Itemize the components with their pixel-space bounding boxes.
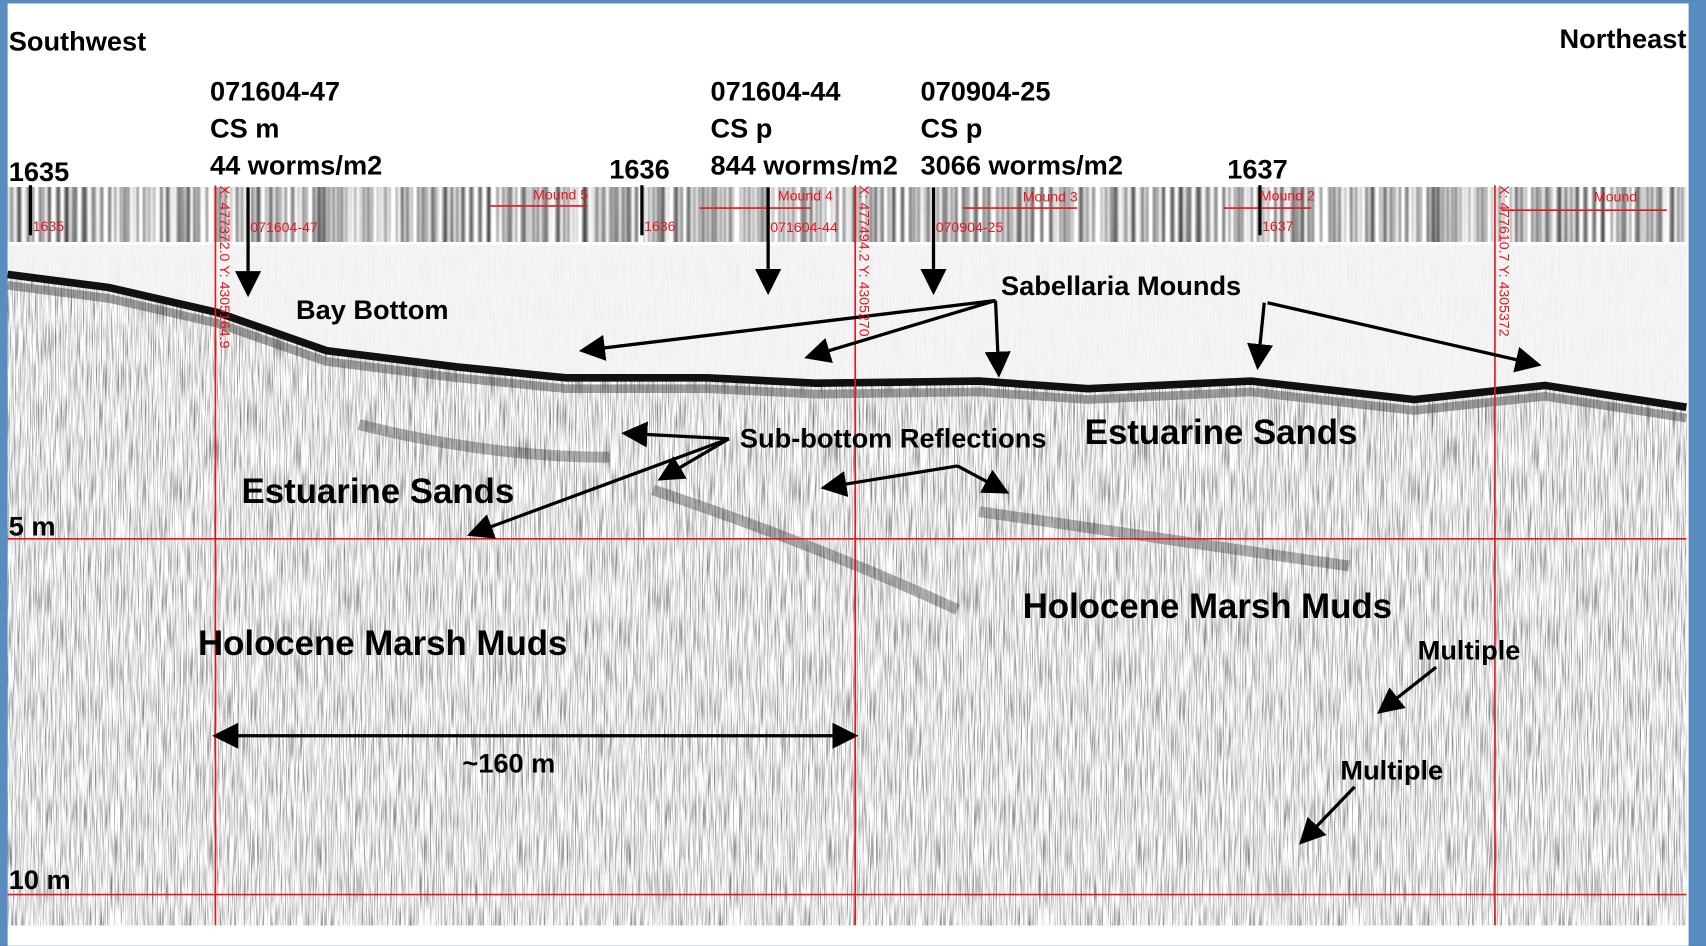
direction-label: Southwest bbox=[9, 25, 146, 56]
mound-label: Mound 4 bbox=[778, 187, 833, 203]
mound-label: Mound 2 bbox=[1260, 187, 1315, 203]
annotation: Multiple bbox=[1418, 635, 1521, 666]
sample-id: 070904-25 bbox=[920, 75, 1050, 106]
sample-type: CS p bbox=[920, 112, 982, 143]
sample-type: CS m bbox=[210, 112, 280, 143]
sample-marker: 071604-44 bbox=[770, 219, 838, 235]
sample-density: 3066 worms/m2 bbox=[920, 149, 1123, 180]
annotation: Holocene Marsh Muds bbox=[1023, 587, 1392, 626]
sample-id: 071604-47 bbox=[210, 75, 340, 106]
sample-id: 071604-44 bbox=[710, 75, 840, 106]
station-label: 1635 bbox=[9, 156, 69, 187]
sample-type: CS p bbox=[710, 112, 772, 143]
annotation: Sabellaria Mounds bbox=[1001, 270, 1241, 301]
direction-label: Northeast bbox=[1560, 23, 1687, 54]
coordinate-label: X: 477372.0 Y: 4305164.9 bbox=[217, 185, 233, 348]
annotation: Multiple bbox=[1340, 754, 1443, 785]
scale-label: ~160 m bbox=[462, 748, 555, 779]
station-label: 1637 bbox=[1227, 154, 1287, 185]
annotation: Sub-bottom Reflections bbox=[740, 422, 1047, 453]
sonar-figure: Southwest Northeast 1635 1636 1637 1635 … bbox=[0, 0, 1706, 946]
sample-marker: 070904-25 bbox=[936, 219, 1004, 235]
annotation: Estuarine Sands bbox=[242, 472, 515, 511]
annotation: Bay Bottom bbox=[296, 294, 449, 325]
annotation: Estuarine Sands bbox=[1085, 413, 1358, 452]
station-marker: 1636 bbox=[644, 218, 676, 234]
station-marker: 1637 bbox=[1262, 218, 1294, 234]
depth-label: 5 m bbox=[9, 511, 56, 542]
annotation: Holocene Marsh Muds bbox=[198, 624, 567, 663]
sample-marker: 071604-47 bbox=[250, 219, 318, 235]
depth-label: 10 m bbox=[9, 864, 71, 895]
mound-label: Mound bbox=[1594, 189, 1637, 205]
coordinate-label: X: 477610.7 Y: 4305372 bbox=[1496, 185, 1512, 336]
sample-density: 44 worms/m2 bbox=[210, 149, 382, 180]
mound-label: Mound 3 bbox=[1023, 189, 1078, 205]
mound-label: Mound 5 bbox=[533, 186, 588, 202]
sample-density: 844 worms/m2 bbox=[710, 149, 897, 180]
station-marker: 1635 bbox=[33, 218, 65, 234]
station-label: 1636 bbox=[609, 154, 669, 185]
coordinate-label: X: 477494.2 Y: 4305270 bbox=[857, 185, 873, 336]
